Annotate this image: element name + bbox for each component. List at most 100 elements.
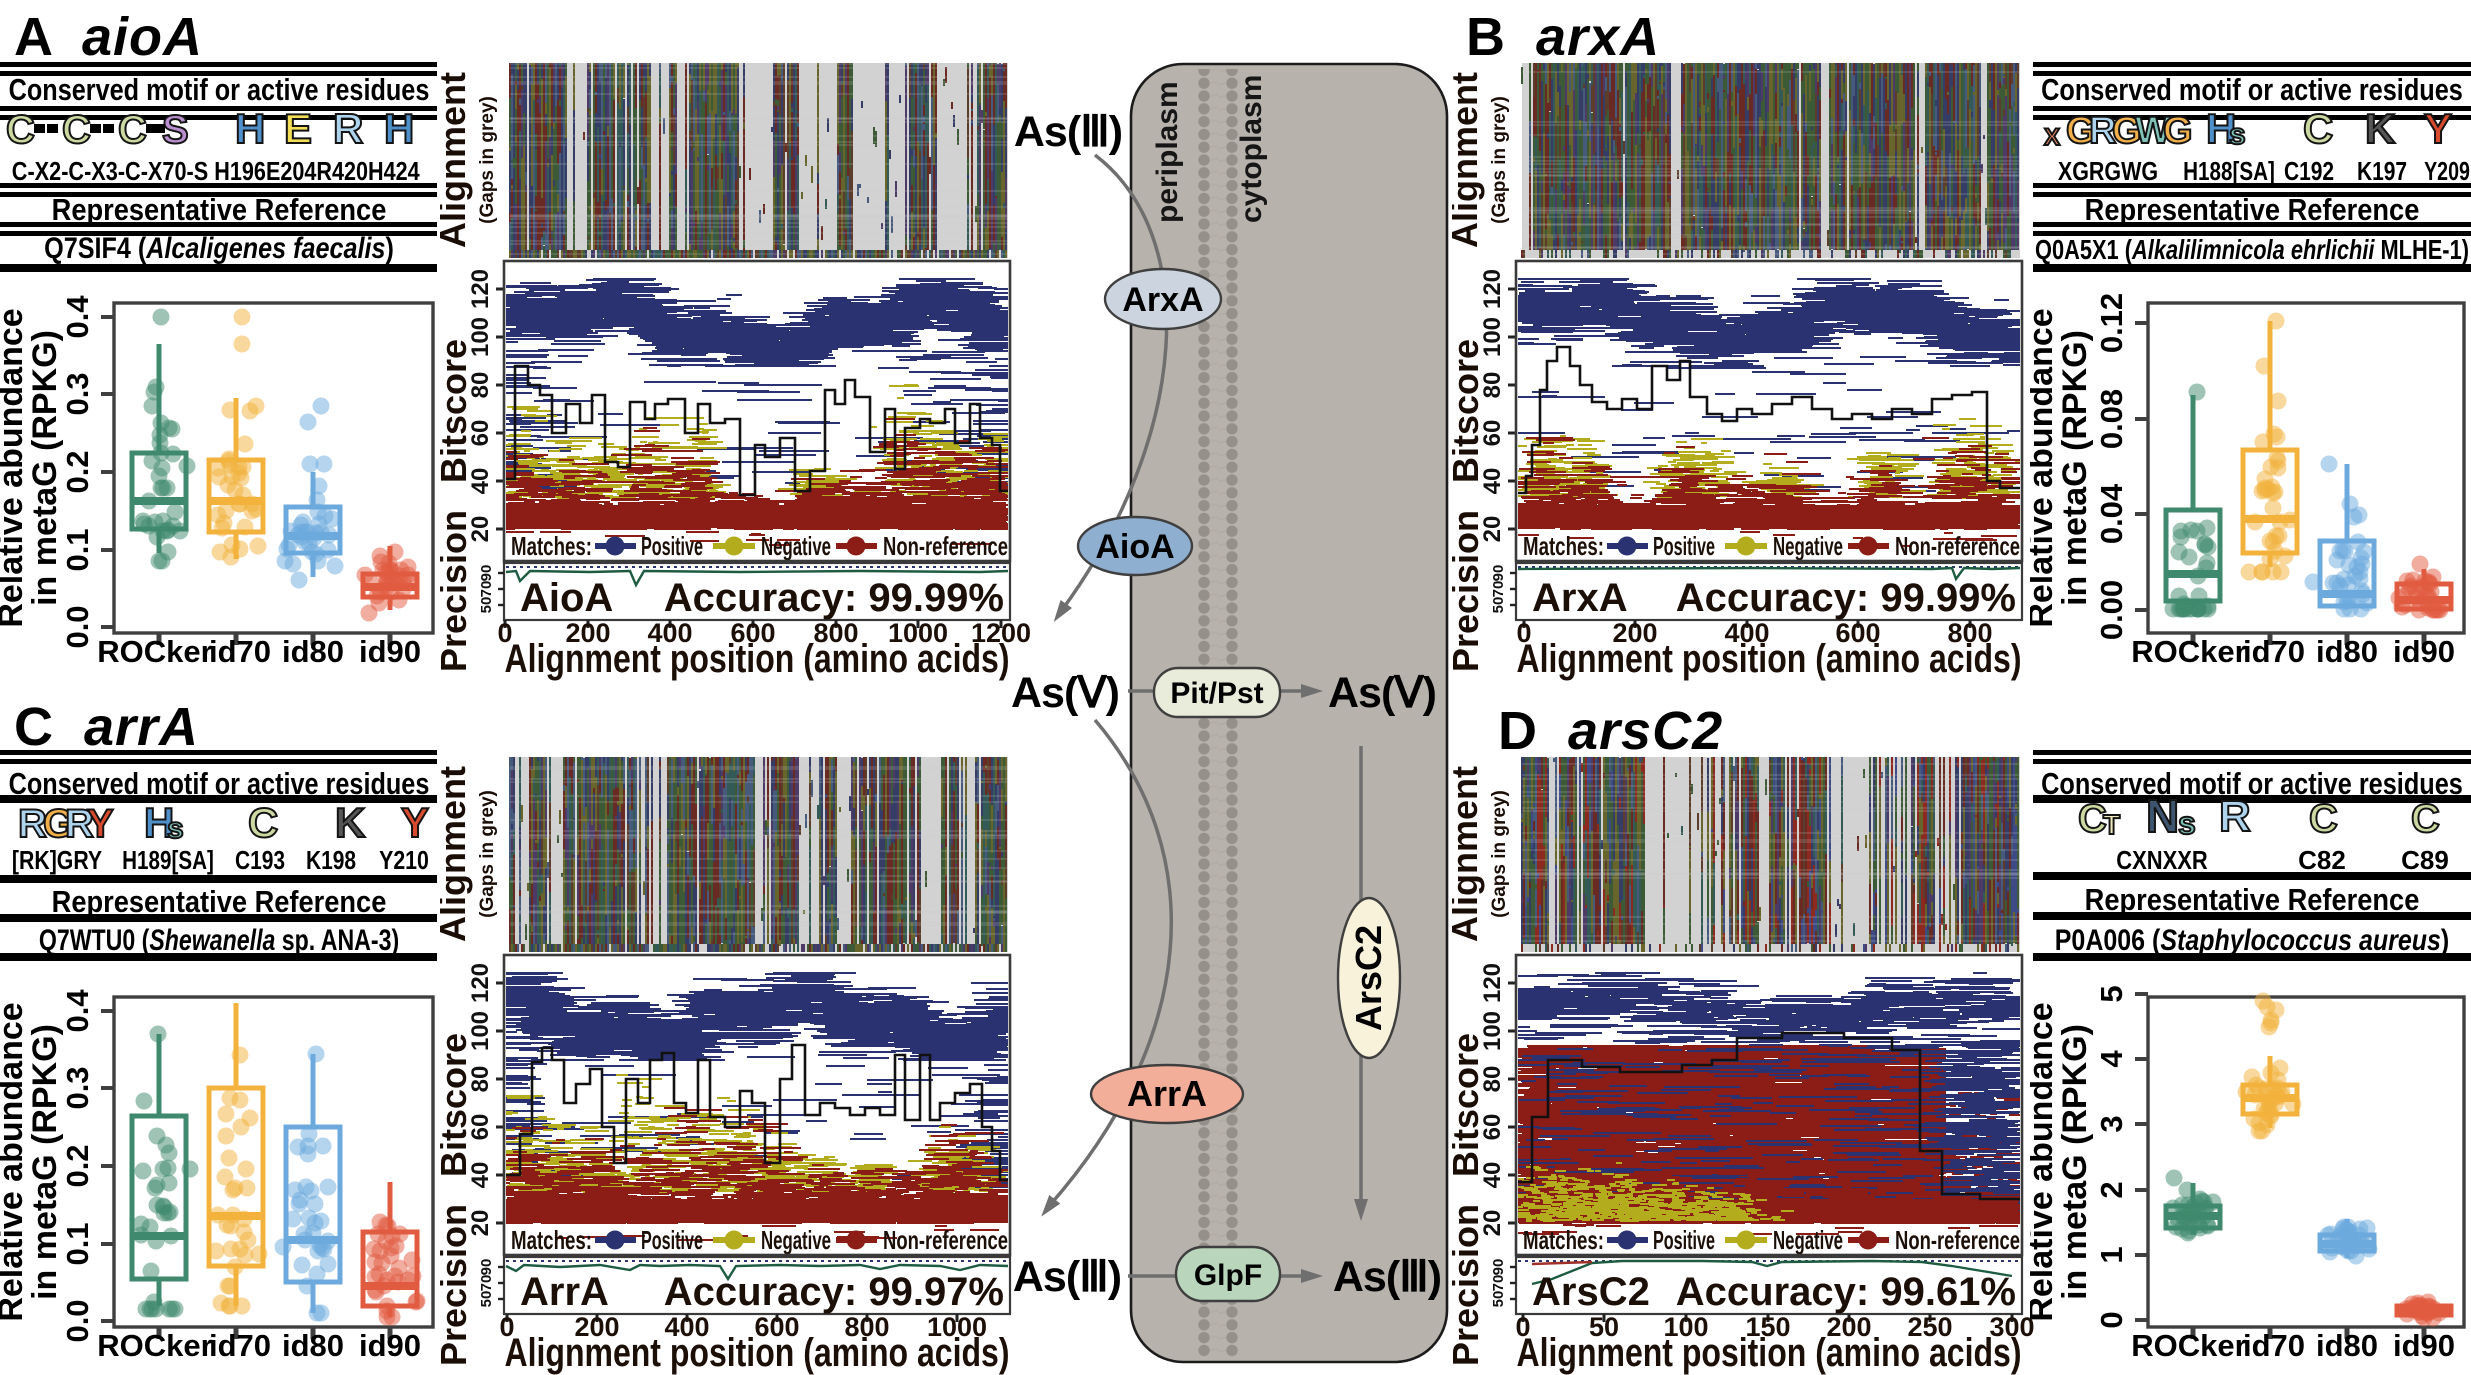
svg-text:in metaG (RPKG): in metaG (RPKG) xyxy=(2056,1024,2094,1300)
svg-text:GlpF: GlpF xyxy=(1194,1259,1262,1292)
svg-text:100: 100 xyxy=(1479,1011,1506,1051)
svg-text:Non-reference: Non-reference xyxy=(883,531,1008,561)
svg-text:Relative abundance: Relative abundance xyxy=(2030,308,2060,627)
svg-text:id80: id80 xyxy=(282,1328,344,1363)
svg-text:ArxA: ArxA xyxy=(1122,281,1203,319)
svg-text:Alignment position (amino acid: Alignment position (amino acids) xyxy=(505,1331,1010,1375)
svg-text:50: 50 xyxy=(478,1291,495,1308)
svg-text:id70: id70 xyxy=(209,634,271,669)
svg-text:Bitscore: Bitscore xyxy=(1452,1033,1486,1177)
svg-text:in metaG (RPKG): in metaG (RPKG) xyxy=(2056,330,2094,606)
svg-text:Non-reference: Non-reference xyxy=(1895,1225,2020,1255)
svg-text:Positive: Positive xyxy=(1653,531,1715,561)
svg-text:0.12: 0.12 xyxy=(2094,293,2129,353)
svg-text:ArrA: ArrA xyxy=(520,1270,609,1314)
svg-text:id70: id70 xyxy=(209,1328,271,1363)
svg-text:40: 40 xyxy=(467,1162,494,1189)
svg-text:ArsC2: ArsC2 xyxy=(1532,1270,1650,1314)
svg-text:20: 20 xyxy=(1479,1210,1506,1237)
svg-text:80: 80 xyxy=(1479,372,1506,399)
svg-text:Relative abundance: Relative abundance xyxy=(0,308,30,627)
svg-text:Matches:: Matches: xyxy=(511,1225,592,1255)
svg-text:100: 100 xyxy=(467,1011,494,1051)
svg-text:0.3: 0.3 xyxy=(60,372,95,415)
svg-text:0.0: 0.0 xyxy=(60,605,95,648)
svg-text:100: 100 xyxy=(1663,1312,1708,1342)
svg-text:0: 0 xyxy=(2094,1311,2129,1328)
svg-text:Alignment: Alignment xyxy=(1452,766,1485,942)
svg-text:1000: 1000 xyxy=(888,618,948,648)
svg-text:Negative: Negative xyxy=(1773,1225,1843,1255)
svg-text:id90: id90 xyxy=(359,1328,421,1363)
svg-text:90: 90 xyxy=(1490,1259,1507,1276)
svg-text:3: 3 xyxy=(2094,1115,2129,1132)
svg-text:60: 60 xyxy=(467,1114,494,1141)
svg-text:Relative abundance: Relative abundance xyxy=(0,1002,30,1321)
svg-text:id90: id90 xyxy=(2393,1328,2455,1363)
svg-text:2: 2 xyxy=(2094,1181,2129,1198)
svg-text:(Gaps in grey): (Gaps in grey) xyxy=(477,790,498,918)
svg-text:id80: id80 xyxy=(282,634,344,669)
svg-text:120: 120 xyxy=(467,269,494,309)
svg-text:0.4: 0.4 xyxy=(60,295,95,339)
svg-text:Accuracy: 99.97%: Accuracy: 99.97% xyxy=(664,1270,1004,1314)
svg-text:800: 800 xyxy=(1947,618,1992,648)
svg-text:80: 80 xyxy=(467,372,494,399)
svg-text:90: 90 xyxy=(478,565,495,582)
svg-text:Alignment: Alignment xyxy=(1452,72,1485,248)
svg-text:Precision: Precision xyxy=(440,1204,474,1366)
svg-text:Matches:: Matches: xyxy=(1523,531,1604,561)
svg-text:1: 1 xyxy=(2094,1246,2129,1263)
svg-text:0.2: 0.2 xyxy=(60,450,95,493)
svg-text:Accuracy: 99.99%: Accuracy: 99.99% xyxy=(1676,576,2016,620)
svg-text:id70: id70 xyxy=(2243,1328,2305,1363)
svg-text:id70: id70 xyxy=(2243,634,2305,669)
svg-text:Matches:: Matches: xyxy=(1523,1225,1604,1255)
svg-text:0: 0 xyxy=(1515,1312,1530,1342)
svg-text:Matches:: Matches: xyxy=(511,531,592,561)
svg-text:Positive: Positive xyxy=(1653,1225,1715,1255)
svg-text:Alignment position (amino acid: Alignment position (amino acids) xyxy=(1517,637,2022,681)
svg-text:AioA: AioA xyxy=(1095,528,1174,566)
svg-text:0.4: 0.4 xyxy=(60,989,95,1033)
svg-text:Accuracy: 99.61%: Accuracy: 99.61% xyxy=(1676,1270,2016,1314)
svg-text:600: 600 xyxy=(1835,618,1880,648)
svg-text:40: 40 xyxy=(1479,468,1506,495)
svg-text:90: 90 xyxy=(478,1259,495,1276)
svg-text:70: 70 xyxy=(1490,1275,1507,1292)
svg-text:id90: id90 xyxy=(359,634,421,669)
svg-text:Positive: Positive xyxy=(641,531,703,561)
svg-text:600: 600 xyxy=(730,618,775,648)
svg-text:70: 70 xyxy=(478,581,495,598)
svg-text:4: 4 xyxy=(2094,1050,2129,1068)
svg-text:Positive: Positive xyxy=(641,1225,703,1255)
svg-text:Negative: Negative xyxy=(1773,531,1843,561)
svg-text:id90: id90 xyxy=(2393,634,2455,669)
svg-text:400: 400 xyxy=(647,618,692,648)
svg-text:60: 60 xyxy=(1479,1114,1506,1141)
svg-text:Negative: Negative xyxy=(761,531,831,561)
svg-text:80: 80 xyxy=(1479,1066,1506,1093)
svg-text:0: 0 xyxy=(1516,618,1531,648)
svg-text:100: 100 xyxy=(1479,317,1506,357)
svg-text:periplasm: periplasm xyxy=(1151,81,1184,223)
svg-text:0.1: 0.1 xyxy=(60,528,95,571)
svg-text:id80: id80 xyxy=(2316,1328,2378,1363)
svg-text:90: 90 xyxy=(1490,565,1507,582)
svg-text:50: 50 xyxy=(1490,1291,1507,1308)
svg-text:cytoplasm: cytoplasm xyxy=(1235,75,1268,223)
svg-text:ROCker: ROCker xyxy=(97,1328,212,1363)
svg-text:200: 200 xyxy=(565,618,610,648)
svg-text:0.1: 0.1 xyxy=(60,1222,95,1265)
svg-text:As(Ⅲ): As(Ⅲ) xyxy=(1333,1253,1441,1301)
svg-text:ArrA: ArrA xyxy=(1127,1073,1207,1114)
svg-text:(Gaps in grey): (Gaps in grey) xyxy=(477,96,498,224)
svg-text:50: 50 xyxy=(478,597,495,614)
svg-text:400: 400 xyxy=(1724,618,1769,648)
svg-text:Precision: Precision xyxy=(440,510,474,672)
svg-text:id80: id80 xyxy=(2316,634,2378,669)
svg-text:40: 40 xyxy=(1479,1162,1506,1189)
svg-text:Negative: Negative xyxy=(761,1225,831,1255)
svg-text:120: 120 xyxy=(1479,963,1506,1003)
svg-text:50: 50 xyxy=(1589,1312,1619,1342)
